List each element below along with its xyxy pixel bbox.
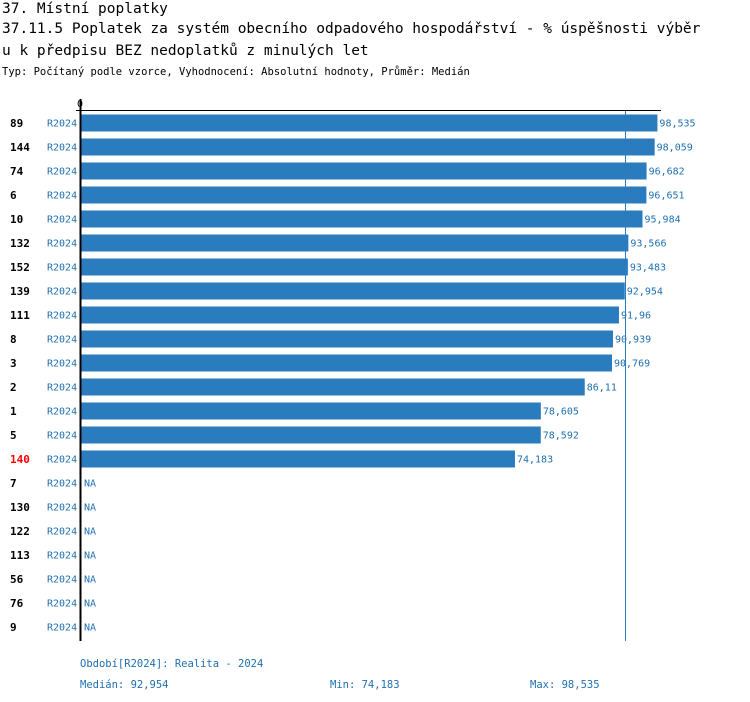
- row-id-label: 140: [10, 453, 30, 466]
- row-id-label: 10: [10, 213, 23, 226]
- chapter-title: 37. Místní poplatky: [2, 1, 168, 17]
- indicator-title-line2: u k předpisu BEZ nedoplatků z minulých l…: [2, 43, 369, 59]
- series-label: R2024: [47, 479, 77, 490]
- bar-value-label: NA: [84, 503, 96, 514]
- bar: [81, 258, 628, 276]
- series-label: R2024: [47, 383, 77, 394]
- bar: [81, 210, 643, 228]
- series-label: R2024: [47, 263, 77, 274]
- row-id-label: 7: [10, 477, 17, 490]
- row-id-label: 130: [10, 501, 30, 514]
- bar-value-label: 78,592: [543, 431, 579, 442]
- series-label: R2024: [47, 191, 77, 202]
- bar-value-label: NA: [84, 599, 96, 610]
- bar-value-label: 93,566: [630, 239, 666, 250]
- row-id-label: 122: [10, 525, 30, 538]
- series-label: R2024: [47, 143, 77, 154]
- bar-value-label: 86,11: [587, 383, 617, 394]
- series-label: R2024: [47, 599, 77, 610]
- bar-value-label: 91,96: [621, 311, 651, 322]
- row-id-label: 74: [10, 165, 24, 178]
- series-label: R2024: [47, 167, 77, 178]
- bar: [81, 402, 541, 420]
- row-id-label: 2: [10, 381, 17, 394]
- bar-value-label: 96,682: [649, 167, 685, 178]
- bar: [81, 162, 647, 180]
- bar-value-label: NA: [84, 551, 96, 562]
- indicator-title-line1: 37.11.5 Poplatek za systém obecního odpa…: [2, 21, 701, 37]
- bar-value-label: 74,183: [517, 455, 553, 466]
- bar-value-label: NA: [84, 527, 96, 538]
- bar-value-label: 96,651: [648, 191, 684, 202]
- row-id-label: 113: [10, 549, 30, 562]
- footer-max: Max: 98,535: [530, 679, 600, 691]
- bar-value-label: 98,535: [659, 119, 695, 130]
- bar: [81, 186, 647, 204]
- row-id-label: 111: [10, 309, 30, 322]
- row-id-label: 6: [10, 189, 17, 202]
- row-id-label: 9: [10, 621, 17, 634]
- row-id-label: 132: [10, 237, 30, 250]
- bar-value-label: 90,939: [615, 335, 651, 346]
- footer-period: Období[R2024]: Realita - 2024: [80, 658, 264, 670]
- series-label: R2024: [47, 503, 77, 514]
- row-id-label: 144: [10, 141, 30, 154]
- bar: [81, 114, 658, 132]
- bar: [81, 354, 612, 372]
- bar-value-label: 90,769: [614, 359, 650, 370]
- bar: [81, 330, 613, 348]
- bar-value-label: 93,483: [630, 263, 666, 274]
- series-label: R2024: [47, 359, 77, 370]
- series-label: R2024: [47, 551, 77, 562]
- bar-value-label: 95,984: [645, 215, 681, 226]
- bar-value-label: 78,605: [543, 407, 579, 418]
- row-id-label: 89: [10, 117, 23, 130]
- series-label: R2024: [47, 455, 77, 466]
- footer-min: Min: 74,183: [330, 679, 400, 691]
- row-id-label: 1: [10, 405, 17, 418]
- series-label: R2024: [47, 239, 77, 250]
- bar-value-label: NA: [84, 575, 96, 586]
- bar: [81, 378, 585, 396]
- chart-subtitle: Typ: Počítaný podle vzorce, Vyhodnocení:…: [2, 66, 470, 78]
- series-label: R2024: [47, 287, 77, 298]
- row-id-label: 5: [10, 429, 17, 442]
- series-label: R2024: [47, 215, 77, 226]
- row-id-label: 8: [10, 333, 17, 346]
- bar: [81, 450, 515, 468]
- row-id-label: 56: [10, 573, 24, 586]
- bar-value-label: 92,954: [627, 287, 663, 298]
- series-label: R2024: [47, 407, 77, 418]
- bar: [81, 138, 655, 156]
- series-label: R2024: [47, 311, 77, 322]
- row-id-label: 76: [10, 597, 24, 610]
- bar-value-label: NA: [84, 479, 96, 490]
- series-label: R2024: [47, 623, 77, 634]
- footer-median: Medián: 92,954: [80, 679, 169, 691]
- series-label: R2024: [47, 119, 77, 130]
- row-id-label: 139: [10, 285, 30, 298]
- bar: [81, 426, 541, 444]
- series-label: R2024: [47, 527, 77, 538]
- series-label: R2024: [47, 335, 77, 346]
- series-label: R2024: [47, 575, 77, 586]
- bar: [81, 282, 625, 300]
- series-label: R2024: [47, 431, 77, 442]
- bar: [81, 306, 619, 324]
- bar-value-label: NA: [84, 623, 96, 634]
- row-id-label: 3: [10, 357, 17, 370]
- bar: [81, 234, 629, 252]
- row-id-label: 152: [10, 261, 30, 274]
- bar-value-label: 98,059: [657, 143, 693, 154]
